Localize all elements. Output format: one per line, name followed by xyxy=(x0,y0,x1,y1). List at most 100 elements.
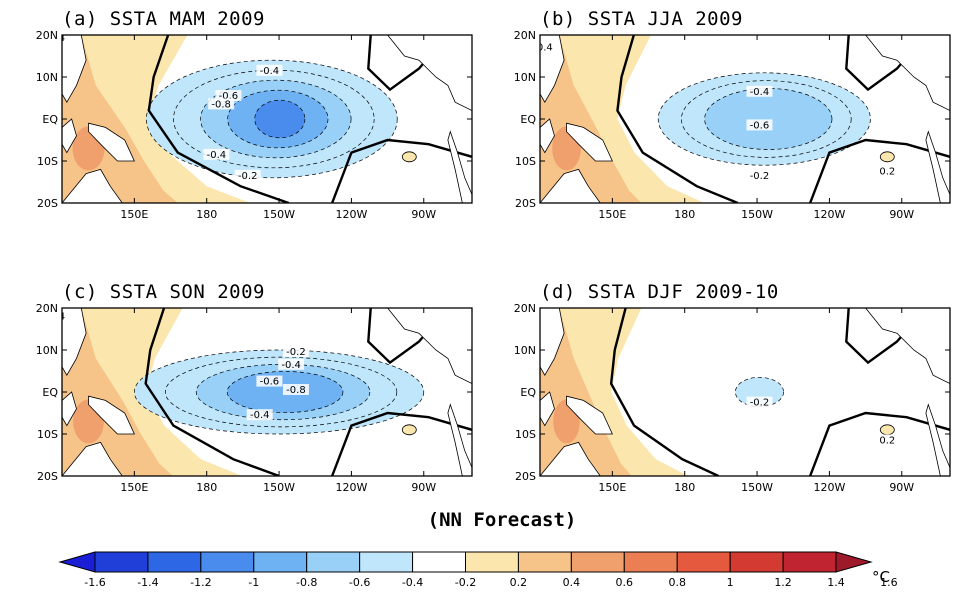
colorbar-level-label: 1.6 xyxy=(880,576,898,589)
land-new-guinea xyxy=(88,395,135,435)
land-maritime-continent xyxy=(62,118,77,154)
lon-tick-label: 150E xyxy=(598,481,626,494)
lon-tick-label: 90W xyxy=(889,208,914,221)
east-warm-patch xyxy=(879,151,895,163)
colorbar-arrow-right xyxy=(835,551,873,573)
lon-tick-label: 150W xyxy=(263,481,295,494)
lat-tick-label: 20N xyxy=(36,29,58,42)
lat-tick-label: 20N xyxy=(514,29,536,42)
lat-tick-label: EQ xyxy=(520,113,536,126)
east-warm-patch xyxy=(879,424,895,436)
panel-jja-2009: (b) SSTA JJA 2009 0.4 -0.4 -0.6 -0.2 0.2 20N 1… xyxy=(514,8,951,221)
colorbar-swatch xyxy=(200,551,255,573)
panel-title: (d) SSTA DJF 2009-10 xyxy=(540,281,779,303)
zero-contour xyxy=(147,35,290,203)
panel-mam-2009: (a) SSTA MAM 2009 0.4 -0.4 -0.6-0.8 -0.4 -0.… xyxy=(36,8,473,221)
lat-tick-label: 10N xyxy=(514,71,536,84)
lat-tick-label: EQ xyxy=(520,386,536,399)
zero-contour xyxy=(144,308,280,476)
colorbar-level-label: -1.4 xyxy=(137,576,158,589)
lon-tick-label: 150W xyxy=(741,208,773,221)
map-field: 0.4 -0.4 -0.6-0.8 -0.4 -0.2 xyxy=(49,33,472,203)
land-south-america xyxy=(925,403,950,476)
lon-tick-label: 180 xyxy=(196,481,217,494)
lat-tick-label: 10N xyxy=(36,71,58,84)
colorbar-swatch xyxy=(359,551,414,573)
panel-title: (a) SSTA MAM 2009 xyxy=(62,8,265,30)
lon-tick-label: 150E xyxy=(598,208,626,221)
lon-tick-label: 90W xyxy=(411,481,436,494)
lat-tick-label: EQ xyxy=(42,113,58,126)
cold-anomaly-contour xyxy=(704,88,833,150)
land-australia xyxy=(62,168,123,203)
colorbar-swatch xyxy=(570,551,625,573)
zero-contour xyxy=(330,138,472,203)
panel-title: (c) SSTA SON 2009 xyxy=(62,281,265,303)
colorbar: °C -1.6 -1.4 -1.2 -1 -0.8 -0.6 -0.4 -0.2 0.2 0.4 0… xyxy=(58,551,898,589)
contour-label: -0.4 xyxy=(750,87,770,98)
panel-son-2009: (c) SSTA SON 2009 0.4-0.2-0.4-0.6-0.8-0.… xyxy=(36,281,473,494)
lon-tick-label: 90W xyxy=(411,208,436,221)
lon-tick-label: 120W xyxy=(335,481,367,494)
contour-label: -0.2 xyxy=(286,347,306,358)
contour-label: -0.6 xyxy=(219,91,239,102)
cold-anomaly-contour xyxy=(254,99,306,139)
lat-tick-label: 10S xyxy=(515,155,536,168)
land-central-america xyxy=(865,308,950,385)
colorbar-level-label: -0.4 xyxy=(402,576,423,589)
colorbar-swatch xyxy=(94,551,149,573)
lat-tick-label: 20S xyxy=(515,470,536,483)
colorbar-level-label: 0.8 xyxy=(668,576,686,589)
land-south-america xyxy=(925,130,950,203)
lat-tick-label: 20S xyxy=(37,470,58,483)
lon-tick-label: 180 xyxy=(196,208,217,221)
panel-title: (b) SSTA JJA 2009 xyxy=(540,8,743,30)
land-south-america xyxy=(447,130,472,203)
lon-tick-label: 90W xyxy=(889,481,914,494)
lat-tick-label: 20S xyxy=(37,197,58,210)
colorbar-swatch xyxy=(676,551,731,573)
colorbar-swatch xyxy=(465,551,519,573)
colorbar-swatch xyxy=(782,551,837,573)
lon-tick-label: 120W xyxy=(813,481,845,494)
lon-tick-label: 120W xyxy=(335,208,367,221)
colorbar-swatch xyxy=(623,551,678,573)
contour-label: -0.4 xyxy=(260,66,280,77)
map-field: 0.4-0.2-0.4-0.6-0.8-0.4 xyxy=(62,308,472,476)
contour-label: -0.8 xyxy=(286,385,306,396)
colorbar-level-label: -1.2 xyxy=(190,576,211,589)
lon-tick-label: 150E xyxy=(120,208,148,221)
colorbar-swatch xyxy=(147,551,202,573)
zero-contour xyxy=(616,35,739,203)
contour-label: -0.6 xyxy=(750,120,770,131)
land-australia xyxy=(540,441,601,476)
contour-label: -0.2 xyxy=(750,171,770,182)
colorbar-arrow-left xyxy=(58,551,96,573)
colorbar-level-label: 1.4 xyxy=(827,576,845,589)
land-central-america xyxy=(387,35,472,112)
forecast-caption: (NN Forecast) xyxy=(428,509,577,531)
lon-tick-label: 150W xyxy=(263,208,295,221)
lat-tick-label: EQ xyxy=(42,386,58,399)
colorbar-level-label: -1.6 xyxy=(84,576,105,589)
zero-contour xyxy=(609,308,719,476)
panel-djf-2009-10: (d) SSTA DJF 2009-10 -0.2 0.2 20N 10N EQ 10S 2… xyxy=(514,281,951,494)
colorbar-level-label: 1 xyxy=(727,576,734,589)
lat-tick-label: 10S xyxy=(37,155,58,168)
colorbar-swatch xyxy=(517,551,572,573)
land-central-america xyxy=(865,35,950,112)
contour-label: 0.4 xyxy=(49,33,65,44)
lat-tick-label: 20N xyxy=(36,302,58,315)
east-warm-patch xyxy=(401,151,417,163)
lat-tick-label: 10S xyxy=(37,428,58,441)
land-philippines xyxy=(62,308,87,377)
lon-tick-label: 150E xyxy=(120,481,148,494)
lat-tick-label: 20S xyxy=(515,197,536,210)
land-new-guinea xyxy=(566,395,613,435)
land-new-guinea xyxy=(88,122,135,162)
lat-tick-label: 10N xyxy=(514,344,536,357)
colorbar-level-label: -0.2 xyxy=(455,576,476,589)
land-philippines xyxy=(540,308,565,377)
lat-tick-label: 20N xyxy=(514,302,536,315)
